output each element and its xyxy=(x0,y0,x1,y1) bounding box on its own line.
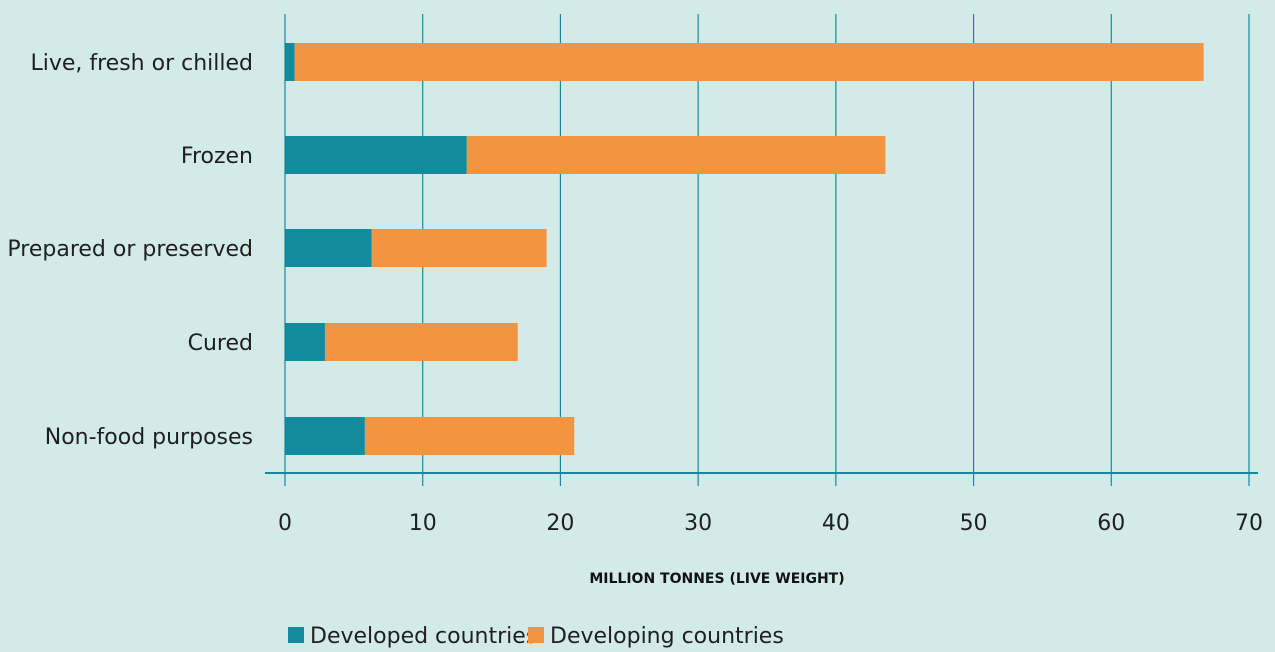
bar-developed-4 xyxy=(285,417,365,455)
x-axis-title: MILLION TONNES (LIVE WEIGHT) xyxy=(589,571,844,587)
legend-label-developed: Developed countries xyxy=(310,624,537,649)
bar-developed-0 xyxy=(285,43,295,81)
x-tick-label: 40 xyxy=(822,511,850,536)
x-tick-label: 70 xyxy=(1235,511,1263,536)
x-tick-label: 50 xyxy=(960,511,988,536)
legend-swatch-developed xyxy=(288,627,304,643)
bar-developed-3 xyxy=(285,323,325,361)
gridlines xyxy=(284,14,1250,486)
x-tick-label: 20 xyxy=(546,511,574,536)
x-tick-label: 30 xyxy=(684,511,712,536)
category-label: Cured xyxy=(188,331,253,356)
bar-developing-0 xyxy=(294,43,1204,81)
x-tick-labels: 0 10 20 30 40 50 60 70 xyxy=(278,511,1263,536)
bar-developing-4 xyxy=(364,417,575,455)
bar-developed-1 xyxy=(285,136,467,174)
legend: Developed countries Developing countries xyxy=(288,624,784,649)
bar-developing-2 xyxy=(371,229,547,267)
x-tick-label: 60 xyxy=(1097,511,1125,536)
category-label: Non-food purposes xyxy=(45,425,253,450)
category-label: Frozen xyxy=(181,144,253,169)
category-label: Live, fresh or chilled xyxy=(30,51,253,76)
legend-label-developing: Developing countries xyxy=(550,624,784,649)
x-tick-label: 0 xyxy=(278,511,292,536)
category-labels: Live, fresh or chilled Frozen Prepared or … xyxy=(7,51,253,450)
category-label: Prepared or preserved xyxy=(7,237,253,262)
bar-developed-2 xyxy=(285,229,372,267)
bar-developing-3 xyxy=(324,323,518,361)
bars xyxy=(285,43,1204,455)
bar-developing-1 xyxy=(466,136,886,174)
legend-swatch-developing xyxy=(528,627,544,643)
x-tick-label: 10 xyxy=(409,511,437,536)
